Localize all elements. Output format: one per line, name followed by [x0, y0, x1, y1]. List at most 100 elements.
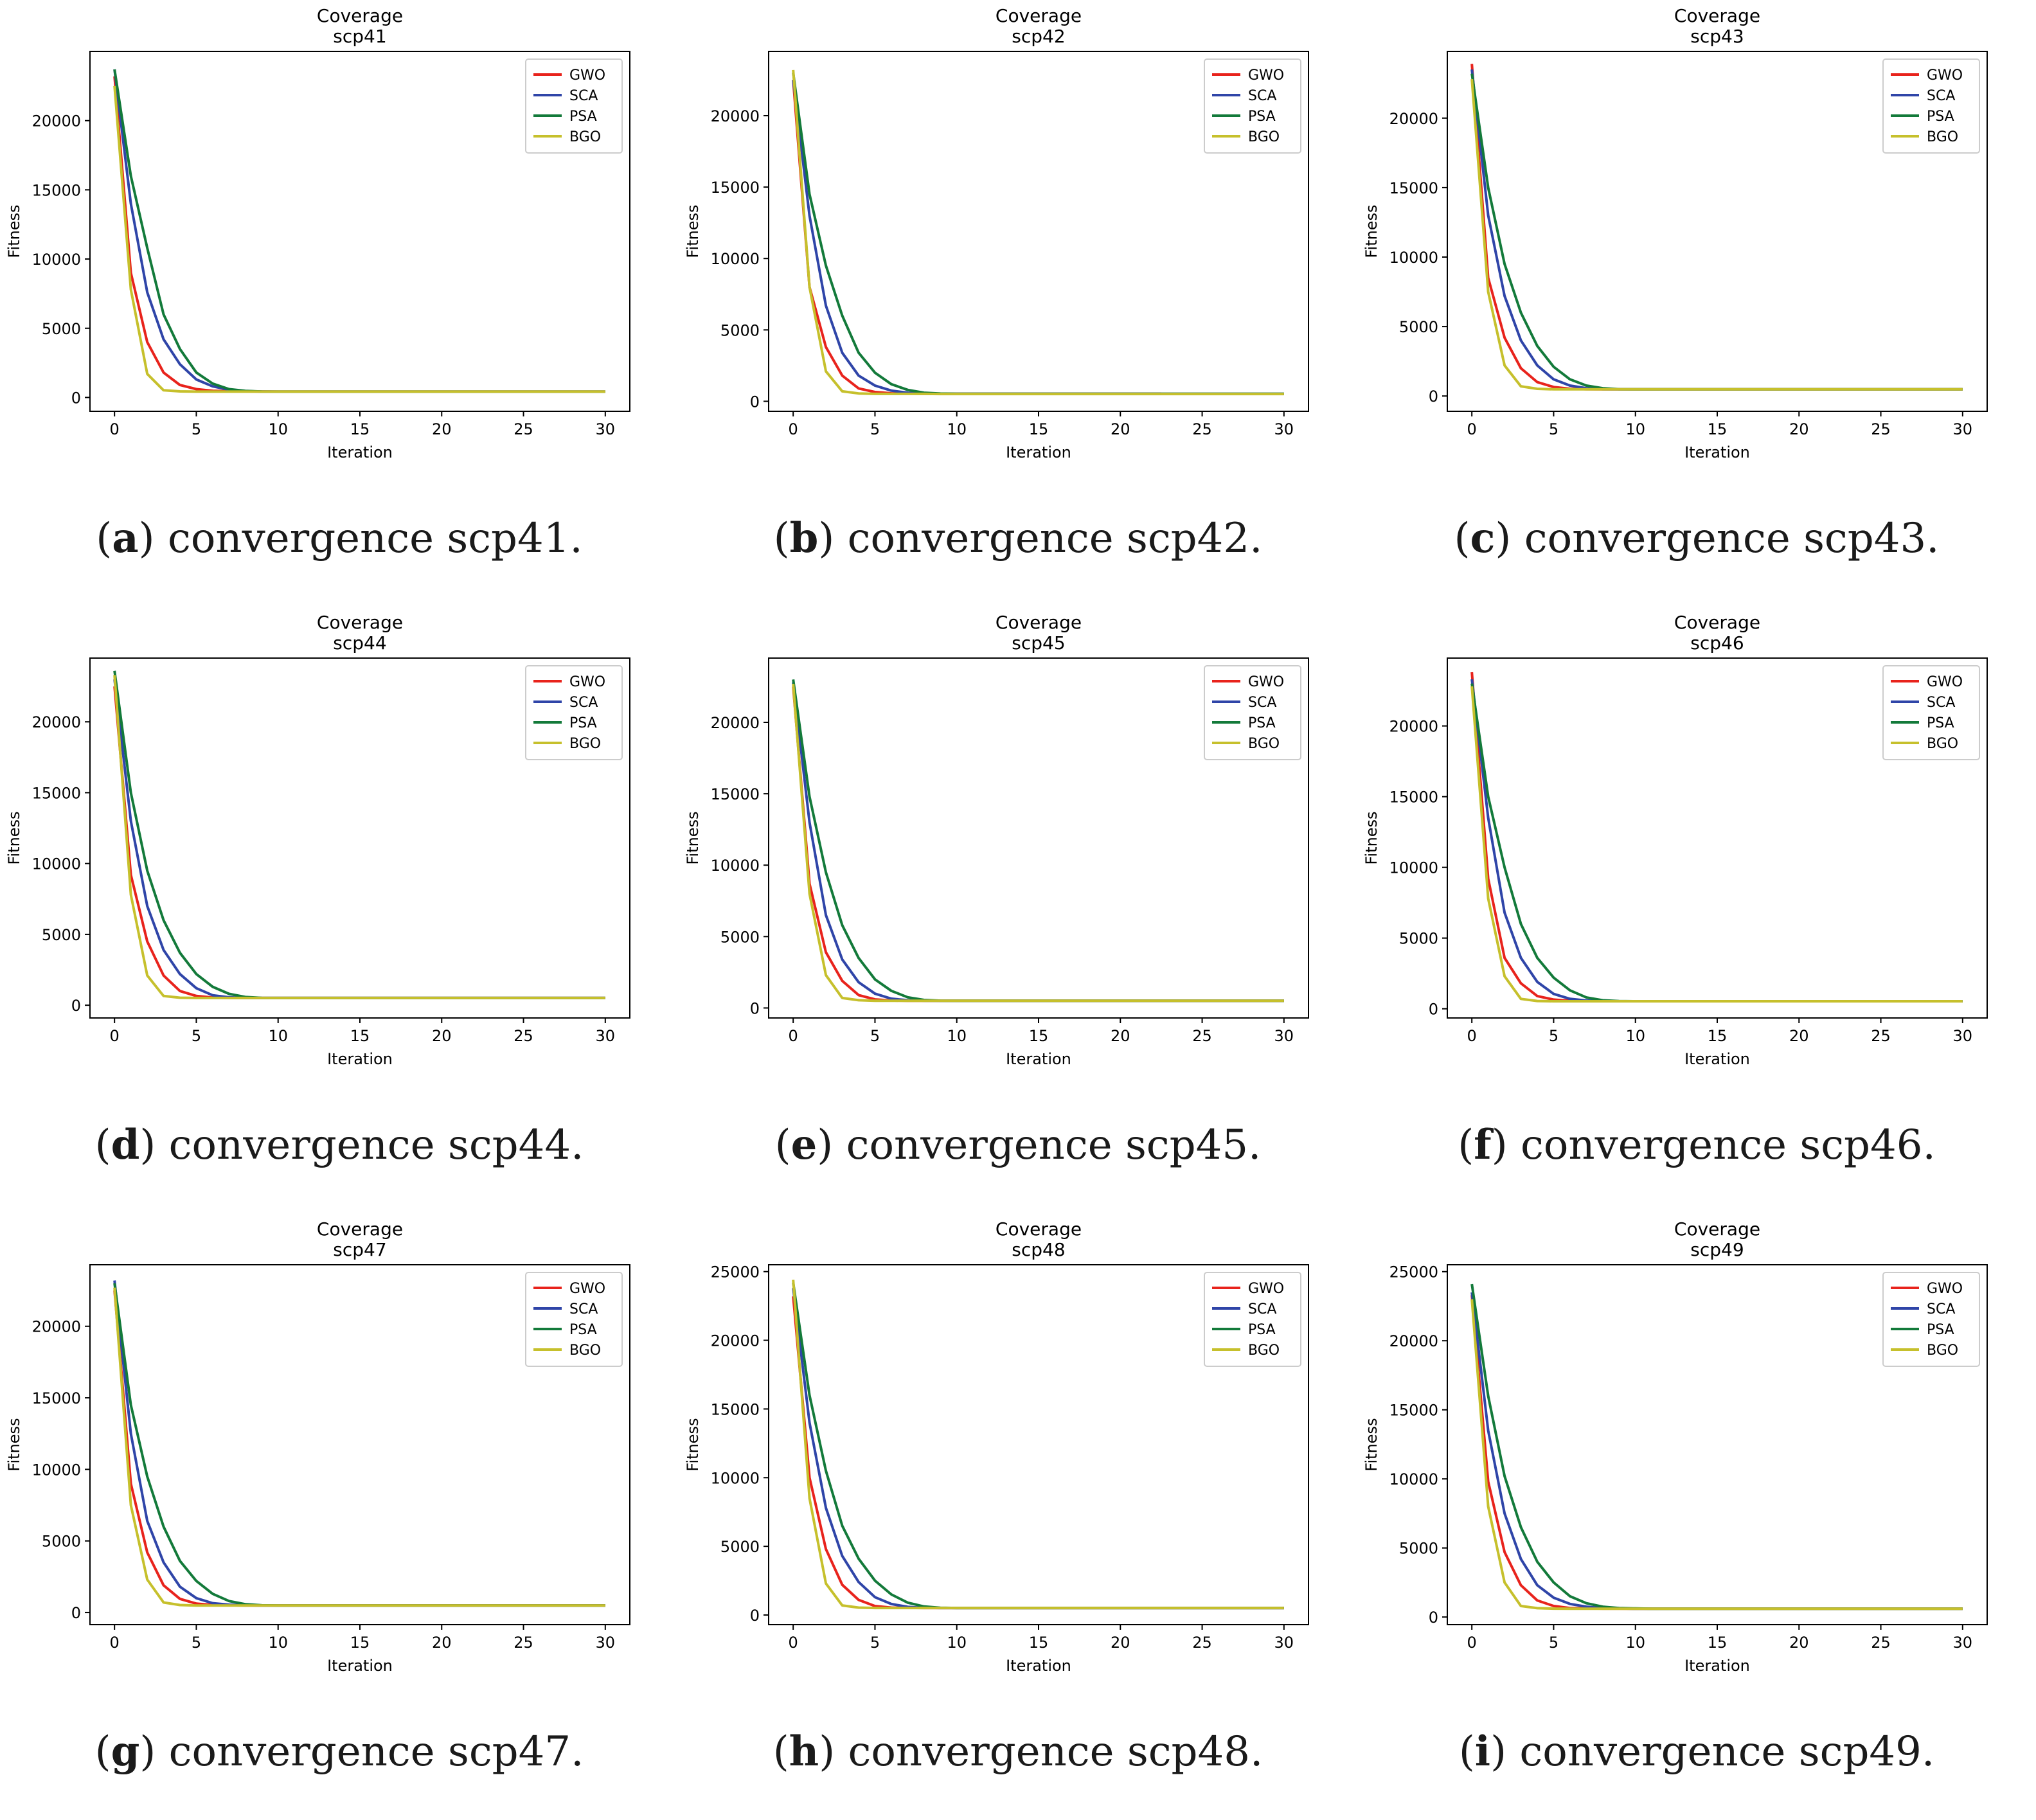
- caption-a: (a) convergence scp41.: [96, 514, 583, 562]
- x-tick-label: 0: [110, 1634, 120, 1652]
- legend-label-sca: SCA: [1248, 88, 1276, 104]
- x-tick-label: 20: [1111, 1027, 1130, 1045]
- x-tick-label: 25: [1192, 1027, 1212, 1045]
- legend-label-bgo: BGO: [1927, 1343, 1958, 1359]
- series-line-bgo: [792, 1280, 1284, 1610]
- y-tick-label: 0: [750, 393, 760, 411]
- series-line-bgo: [792, 69, 1284, 396]
- legend-label-gwo: GWO: [1248, 674, 1284, 690]
- x-tick-label: 25: [513, 1634, 533, 1652]
- x-tick-label: 20: [432, 1634, 452, 1652]
- x-axis-label: Iteration: [1684, 1050, 1750, 1068]
- legend-label-gwo: GWO: [1927, 1281, 1963, 1297]
- y-tick-label: 5000: [42, 1533, 81, 1551]
- y-tick-label: 15000: [32, 784, 81, 802]
- legend-label-bgo: BGO: [1248, 736, 1280, 752]
- series-line-bgo: [1470, 686, 1963, 1003]
- x-tick-label: 25: [1871, 1027, 1891, 1045]
- y-tick-label: 20000: [32, 112, 81, 130]
- chart-subtitle: scp49: [1690, 1239, 1744, 1260]
- series-line-bgo: [1470, 79, 1963, 391]
- x-tick-label: 25: [1192, 420, 1212, 438]
- y-axis-label: Fitness: [1362, 811, 1380, 864]
- x-tick-label: 20: [1789, 1634, 1809, 1652]
- legend-box: [1204, 58, 1301, 154]
- y-tick-label: 15000: [1389, 789, 1438, 807]
- legend-box: [525, 58, 623, 154]
- x-tick-label: 10: [947, 1634, 967, 1652]
- x-tick-label: 20: [432, 1027, 452, 1045]
- y-axis-label: Fitness: [5, 811, 23, 864]
- x-tick-label: 10: [1625, 1027, 1645, 1045]
- y-tick-label: 0: [1429, 1609, 1438, 1627]
- legend-label-sca: SCA: [1927, 88, 1955, 104]
- x-tick-label: 30: [596, 420, 616, 438]
- x-tick-label: 15: [350, 1027, 370, 1045]
- y-tick-label: 10000: [1389, 859, 1438, 877]
- legend-label-psa: PSA: [1927, 109, 1954, 125]
- x-tick-label: 5: [192, 420, 201, 438]
- x-axis-label: Iteration: [327, 1050, 393, 1068]
- x-tick-label: 20: [432, 420, 452, 438]
- x-tick-label: 0: [1467, 1634, 1477, 1652]
- x-tick-label: 10: [268, 1634, 288, 1652]
- y-tick-label: 15000: [1389, 179, 1438, 197]
- legend-label-sca: SCA: [1248, 1301, 1276, 1317]
- series-line-bgo: [113, 675, 605, 999]
- panel-i: Coverage scp49 0 5 10 15 20 25 30 0 5000 10000 15000…: [1357, 1213, 2036, 1820]
- x-tick-label: 5: [192, 1027, 201, 1045]
- y-tick-label: 15000: [711, 1400, 760, 1418]
- y-tick-label: 10000: [32, 855, 81, 873]
- x-tick-label: 15: [350, 420, 370, 438]
- y-axis-label: Fitness: [5, 1418, 23, 1471]
- y-axis-label: Fitness: [5, 204, 23, 258]
- legend-label-psa: PSA: [569, 109, 597, 125]
- x-tick-label: 0: [110, 420, 120, 438]
- y-tick-label: 20000: [1389, 718, 1438, 736]
- chart-title: Coverage: [317, 612, 403, 633]
- chart-title: Coverage: [1674, 5, 1760, 26]
- y-axis-label: Fitness: [684, 1418, 702, 1471]
- x-tick-label: 15: [1708, 1634, 1728, 1652]
- chart-title: Coverage: [317, 1218, 403, 1240]
- legend: GWO SCA PSA BGO: [1204, 58, 1301, 154]
- x-tick-label: 0: [789, 1634, 798, 1652]
- y-tick-label: 20000: [1389, 110, 1438, 128]
- y-tick-label: 25000: [711, 1263, 760, 1281]
- panel-e: Coverage scp45 0 5 10 15 20 25 30 0 5000 10000 15000…: [679, 607, 1357, 1213]
- x-tick-label: 30: [1274, 1027, 1294, 1045]
- x-axis-label: Iteration: [327, 443, 393, 461]
- x-tick-label: 30: [596, 1634, 616, 1652]
- x-tick-label: 25: [1192, 1634, 1212, 1652]
- x-tick-label: 0: [1467, 1027, 1477, 1045]
- chart-subtitle: scp42: [1012, 26, 1065, 47]
- y-tick-label: 10000: [32, 251, 81, 269]
- legend-label-sca: SCA: [1248, 695, 1276, 711]
- x-tick-label: 10: [947, 420, 967, 438]
- legend-label-bgo: BGO: [569, 129, 601, 145]
- chart-subtitle: scp48: [1012, 1239, 1065, 1260]
- chart-subtitle: scp46: [1690, 632, 1744, 654]
- x-tick-label: 5: [192, 1634, 201, 1652]
- x-axis-label: Iteration: [1684, 1657, 1750, 1675]
- x-tick-label: 30: [1274, 420, 1294, 438]
- chart-subtitle: scp43: [1690, 26, 1744, 47]
- x-tick-label: 0: [789, 420, 798, 438]
- x-tick-label: 5: [1549, 420, 1558, 438]
- y-tick-label: 5000: [42, 926, 81, 944]
- legend-label-sca: SCA: [1927, 1301, 1955, 1317]
- x-tick-label: 0: [110, 1027, 120, 1045]
- y-tick-label: 25000: [1389, 1263, 1438, 1281]
- y-tick-label: 15000: [711, 785, 760, 803]
- series-line-gwo: [792, 80, 1161, 395]
- legend-box: [525, 665, 623, 760]
- x-tick-label: 5: [1549, 1027, 1558, 1045]
- panel-a: Coverage scp41 0 5 10 15 20 25 30 0 5000 10000 15000…: [0, 0, 679, 607]
- legend: GWO SCA PSA BGO: [1882, 58, 1980, 154]
- y-tick-label: 15000: [1389, 1402, 1438, 1420]
- y-tick-label: 5000: [720, 928, 760, 946]
